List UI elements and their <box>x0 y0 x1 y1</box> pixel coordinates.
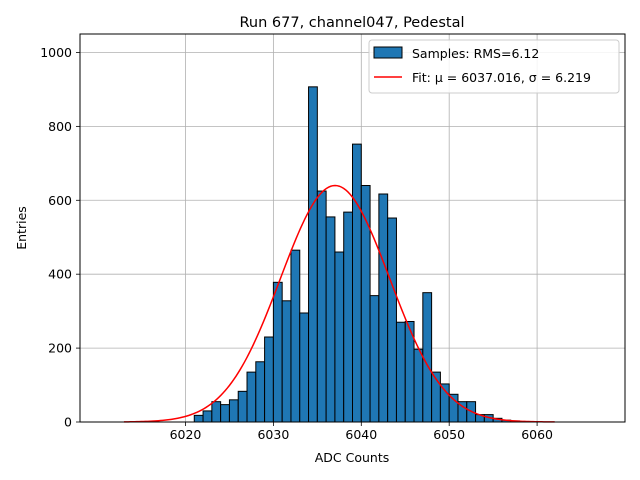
y-tick-label: 0 <box>64 415 72 430</box>
histogram-bar <box>193 414 204 423</box>
x-tick-label: 6040 <box>345 427 377 442</box>
x-tick-label: 6060 <box>521 427 553 442</box>
histogram-bar <box>325 216 336 423</box>
y-tick-label: 1000 <box>40 45 72 60</box>
x-tick-label: 6030 <box>257 427 289 442</box>
histogram-bar <box>202 410 213 423</box>
fit-curve <box>123 184 555 423</box>
histogram-bar <box>220 404 230 423</box>
legend-box <box>368 39 620 94</box>
histogram-bar <box>246 371 257 423</box>
histogram-bar <box>299 312 310 423</box>
y-tick-label: 200 <box>48 341 72 356</box>
x-tick-label: 6050 <box>433 427 465 442</box>
y-tick-label: 800 <box>48 119 72 134</box>
legend-histogram-label: Samples: RMS=6.12 <box>412 46 539 61</box>
histogram-bar <box>378 193 389 423</box>
x-axis-ticks: 6020 6030 6040 6050 6060 <box>170 422 553 442</box>
histogram-bar <box>211 401 222 423</box>
histogram-bar <box>255 361 266 423</box>
histogram-bar <box>395 321 406 423</box>
legend-histogram-swatch <box>373 46 403 59</box>
histogram-bar <box>228 399 239 423</box>
histogram-bar <box>272 281 283 423</box>
histogram-bar <box>334 251 345 423</box>
histogram-bars <box>193 86 529 423</box>
histogram-bar <box>290 249 301 423</box>
histogram-bar <box>413 348 424 423</box>
x-tick-label: 6020 <box>170 427 202 442</box>
chart-title: Run 677, channel047, Pedestal <box>239 15 464 31</box>
legend-fit-label: Fit: μ = 6037.016, σ = 6.219 <box>412 70 591 85</box>
histogram-bar <box>316 190 327 423</box>
plot-frame <box>79 33 626 423</box>
histogram-bar <box>264 336 274 423</box>
histogram-bar <box>387 217 397 423</box>
histogram-bar <box>343 211 354 423</box>
histogram-bar <box>308 86 318 423</box>
histogram-bar <box>369 295 380 423</box>
y-tick-label: 400 <box>48 267 72 282</box>
histogram-bar <box>422 292 433 423</box>
histogram-bar <box>281 300 292 423</box>
y-axis-label: Entries <box>14 206 29 250</box>
x-axis-label: ADC Counts <box>315 450 390 465</box>
y-axis-ticks: 0 200 400 600 800 1000 <box>40 45 80 430</box>
legend: Samples: RMS=6.12 Fit: μ = 6037.016, σ =… <box>368 39 620 94</box>
y-tick-label: 600 <box>48 193 72 208</box>
histogram-bar <box>352 143 362 423</box>
histogram-bar <box>237 390 248 423</box>
